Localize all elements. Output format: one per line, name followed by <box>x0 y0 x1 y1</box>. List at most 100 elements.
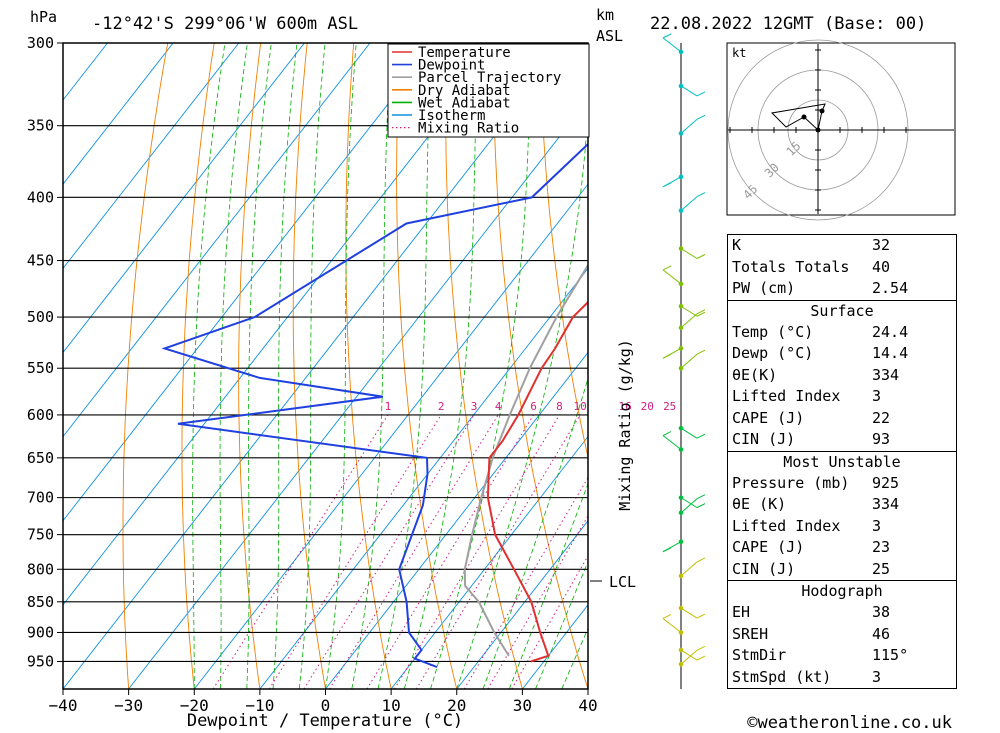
wind-barb-feather <box>662 33 672 39</box>
indices-general: K 32 Totals Totals 40 PW (cm) 2.54 <box>728 235 956 300</box>
lcl-label: LCL <box>609 573 636 591</box>
legend-label: Dry Adiabat <box>418 83 511 99</box>
temperature-tick-label: −10 <box>245 696 274 715</box>
hodograph-index-value: 38 <box>872 603 891 621</box>
hodograph-title: Hodograph <box>801 582 883 600</box>
isotherm-line <box>63 43 305 354</box>
index-label: Totals Totals <box>732 257 850 276</box>
pressure-tick-label: 500 <box>27 308 54 326</box>
dry-adiabat-line <box>396 43 458 689</box>
pressure-tick-label: 600 <box>27 406 54 424</box>
wind-barb <box>680 497 698 509</box>
mixing-ratio-line <box>511 554 588 689</box>
hodograph-index-row: StmSpd (kt) 3 <box>728 667 956 689</box>
wind-barb <box>680 427 698 439</box>
series-dewpoint <box>161 142 588 669</box>
datetime-title: 22.08.2022 12GMT (Base: 00) <box>650 14 926 34</box>
temperature-tick-label: 20 <box>447 696 466 715</box>
mixing-ratio-line <box>303 414 475 689</box>
surface-row: Temp (°C) 24.4 <box>728 322 956 344</box>
most-unstable-label: CIN (J) <box>732 559 796 578</box>
pressure-tick-label: 800 <box>27 560 54 578</box>
pressure-tick-label: 400 <box>27 188 54 206</box>
mixing-ratio-label: 20 <box>641 400 654 413</box>
wet-adiabat-line <box>325 43 357 689</box>
wind-barb-feather <box>696 192 706 198</box>
surface-value: 93 <box>872 430 891 448</box>
temperature-tick-label: 0 <box>321 696 331 715</box>
wind-barb <box>680 118 698 134</box>
pressure-tick-label: 750 <box>27 526 54 544</box>
temperature-tick-label: −30 <box>114 696 143 715</box>
surface-value: 24.4 <box>872 322 909 341</box>
mixing-ratio-label: 2 <box>438 400 445 413</box>
most-unstable-value: 925 <box>872 473 900 492</box>
most-unstable-label: CAPE (J) <box>732 538 805 556</box>
index-label: K <box>732 236 742 254</box>
most-unstable-value: 23 <box>872 538 891 556</box>
legend-label: Wet Adiabat <box>418 95 511 111</box>
hodograph-index-label: StmSpd (kt) <box>732 667 832 686</box>
wind-barb <box>680 305 698 317</box>
wet-adiabat-line <box>272 43 298 689</box>
wind-barb-feather <box>696 91 706 97</box>
surface-value: 3 <box>872 387 882 405</box>
temperature-tick-label: −20 <box>180 696 209 715</box>
indices-most-unstable: Most Unstable Pressure (mb) 925 θE (K) 334 L… <box>728 450 956 581</box>
wind-barb <box>680 561 698 577</box>
most-unstable-row: θE (K) 334 <box>728 494 956 516</box>
asl-label: ASL <box>596 27 623 45</box>
data-lines <box>161 142 588 669</box>
surface-value: 334 <box>872 365 900 384</box>
hodograph-index-row: StmDir 115° <box>728 645 956 667</box>
wind-barb-feather <box>696 309 706 315</box>
surface-label: CIN (J) <box>732 430 796 448</box>
wet-adiabat-line <box>430 43 532 689</box>
dry-adiabat-line <box>492 43 588 689</box>
index-value: 2.54 <box>872 279 909 297</box>
hodograph-unit-label: kt <box>732 46 746 60</box>
dry-adiabat-line <box>345 43 392 689</box>
mixing-ratio-label: 16 <box>619 400 632 413</box>
mixing-ratio-axis-label: Mixing Ratio (g/kg) <box>616 339 634 511</box>
indices-surface: Surface Temp (°C) 24.4 Dewp (°C) 14.4 θE(K) 3… <box>728 299 956 451</box>
index-value: 40 <box>872 257 891 276</box>
wind-barb-feather <box>696 557 706 563</box>
wind-barb <box>680 85 698 97</box>
wind-barb <box>680 248 698 259</box>
indices-table: K 32 Totals Totals 40 PW (cm) 2.54 Surface Te… <box>727 234 957 689</box>
index-label: PW (cm) <box>732 279 796 297</box>
dry-adiabat-line <box>122 43 169 689</box>
surface-label: Dewp (°C) <box>732 344 814 362</box>
most-unstable-row: Pressure (mb) 925 <box>728 473 956 495</box>
isotherm-line <box>63 43 371 438</box>
hpa-label: hPa <box>30 8 57 26</box>
wind-barb-feather <box>662 265 672 271</box>
isotherm-line <box>456 520 588 689</box>
isotherm-line <box>63 43 568 689</box>
dry-adiabat-line <box>539 43 588 460</box>
pressure-tick-label: 550 <box>27 359 54 377</box>
mixing-ratio-label: 25 <box>663 400 676 413</box>
isotherm-line <box>325 351 588 689</box>
wind-barb <box>680 649 698 665</box>
legend-label: Parcel Trajectory <box>418 70 561 86</box>
series-temperature <box>486 300 588 663</box>
dry-adiabat-line <box>958 43 1000 689</box>
wind-profile <box>662 33 706 689</box>
most-unstable-label: Pressure (mb) <box>732 473 850 492</box>
surface-label: Temp (°C) <box>732 322 814 341</box>
mixing-ratio-line <box>366 414 534 689</box>
mixing-ratio-label: 10 <box>574 400 587 413</box>
dry-adiabat-line <box>181 43 215 689</box>
wind-barb-feather <box>696 645 706 651</box>
legend-label: Isotherm <box>418 108 485 124</box>
surface-title: Surface <box>810 301 874 320</box>
index-row: K 32 <box>728 235 956 257</box>
mixing-ratio-line <box>212 414 389 689</box>
hodograph-index-label: SREH <box>732 624 769 643</box>
pressure-axis: 300 350 400 450 500 550 600 650 700 750 800 850 900 9… <box>27 34 63 670</box>
